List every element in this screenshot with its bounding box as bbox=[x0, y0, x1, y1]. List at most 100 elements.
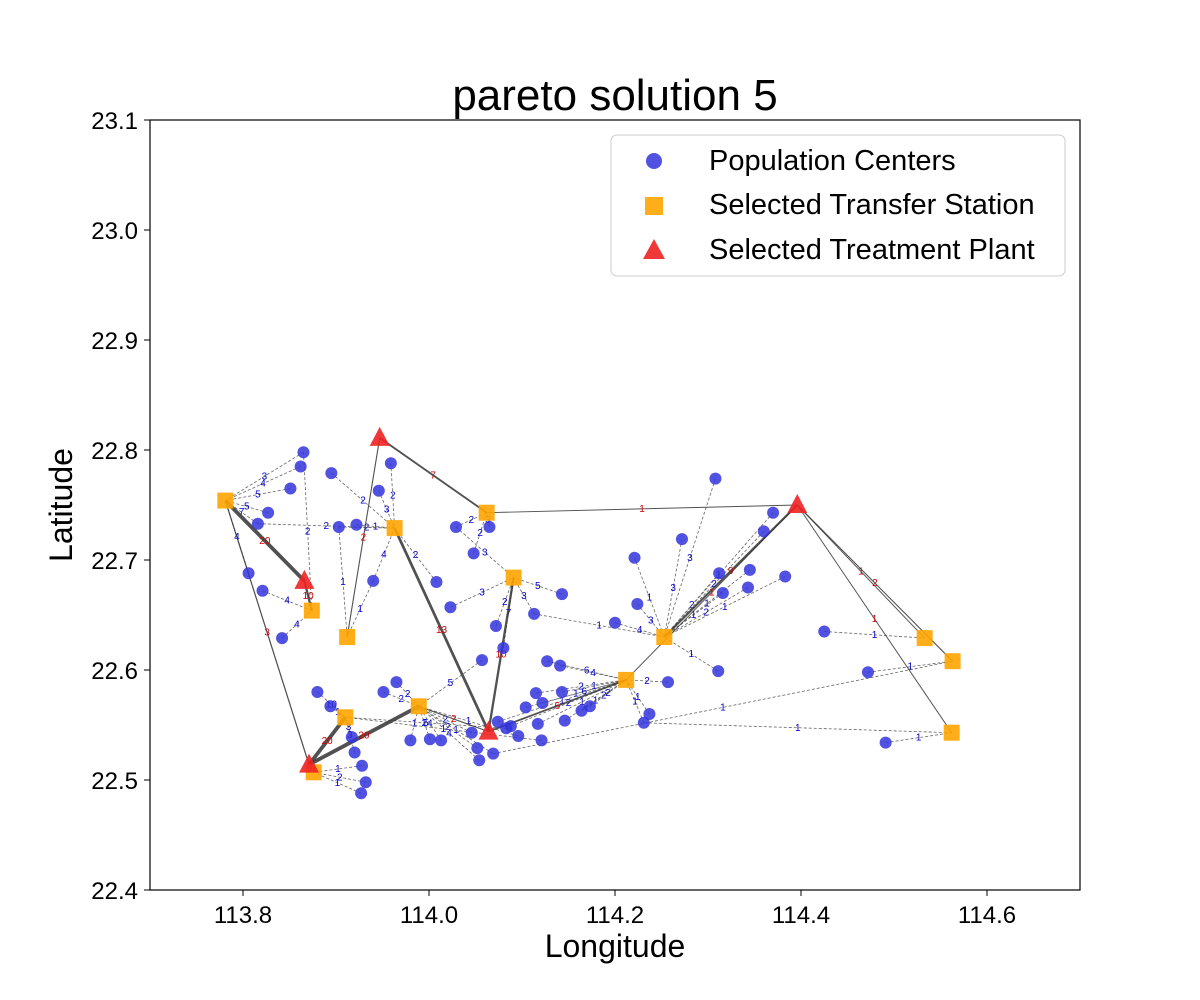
population-center-point bbox=[384, 457, 397, 470]
population-center-point bbox=[476, 654, 489, 667]
pc-link-flow-label: 1 bbox=[579, 697, 585, 708]
station-link-flow-label: 2 bbox=[361, 532, 367, 543]
population-center-point bbox=[483, 521, 496, 533]
pc-link-flow-label: 1 bbox=[907, 662, 913, 673]
population-center-point bbox=[529, 687, 542, 700]
population-center-point bbox=[541, 655, 554, 668]
pc-link-flow-label: 1 bbox=[466, 716, 472, 727]
pc-station-link bbox=[495, 577, 515, 627]
chart-title: pareto solution 5 bbox=[452, 71, 777, 120]
pc-station-link bbox=[390, 463, 395, 529]
station-link-flow-label: 7 bbox=[430, 470, 436, 481]
y-tick-label: 22.5 bbox=[91, 768, 138, 795]
pc-station-link bbox=[626, 679, 669, 683]
transfer-station-point bbox=[505, 569, 522, 586]
pc-link-flow-label: 1 bbox=[335, 764, 341, 775]
population-center-point bbox=[350, 518, 363, 531]
population-center-point bbox=[355, 787, 368, 800]
population-center-point bbox=[423, 733, 436, 746]
pc-link-flow-label: 1 bbox=[647, 592, 653, 603]
pc-link-flow-label: 1 bbox=[591, 681, 597, 692]
pc-link-flow-label: 5 bbox=[244, 502, 250, 513]
pc-link-flow-label: 5 bbox=[255, 490, 261, 501]
population-center-point bbox=[348, 746, 361, 759]
pc-station-link bbox=[534, 613, 665, 638]
pc-link-flow-label: 4 bbox=[427, 718, 433, 729]
transfer-station-point bbox=[337, 709, 354, 726]
pc-link-flow-label: 2 bbox=[711, 579, 717, 590]
pc-link-flow-label: 6 bbox=[582, 686, 588, 697]
population-center-point bbox=[297, 446, 310, 459]
station-link-flow-label: 6 bbox=[555, 701, 561, 712]
pc-link-flow-label: 1 bbox=[357, 604, 363, 615]
pc-link-flow-label: 2 bbox=[445, 722, 451, 733]
treatment-plant-point bbox=[369, 426, 390, 446]
legend-station-marker bbox=[645, 197, 663, 215]
pc-link-flow-label: 3 bbox=[384, 504, 390, 515]
pc-station-link bbox=[372, 527, 395, 582]
station-link-flow-label: 1 bbox=[709, 587, 715, 598]
pc-link-flow-label: 3 bbox=[346, 722, 352, 733]
population-center-point bbox=[356, 759, 369, 772]
population-center-point bbox=[284, 482, 297, 495]
population-center-point bbox=[345, 731, 358, 744]
y-tick-label: 22.8 bbox=[91, 438, 138, 465]
population-center-point bbox=[741, 581, 754, 594]
population-center-point bbox=[324, 700, 337, 713]
x-tick-label: 113.8 bbox=[214, 902, 272, 929]
station-plant-link bbox=[224, 500, 310, 765]
y-tick-label: 23.0 bbox=[91, 218, 138, 245]
station-plant-link bbox=[796, 504, 926, 639]
pc-station-link bbox=[867, 660, 953, 673]
population-center-point bbox=[555, 686, 568, 698]
population-center-point bbox=[643, 708, 656, 720]
pc-link-flow-label: 2 bbox=[337, 772, 343, 783]
pc-station-link bbox=[346, 580, 374, 638]
population-center-point bbox=[536, 697, 549, 709]
pc-link-flow-label: 2 bbox=[360, 496, 366, 507]
treatment-plant-point bbox=[299, 753, 320, 773]
transfer-station-point bbox=[410, 698, 427, 715]
y-tick-label: 22.4 bbox=[91, 878, 138, 905]
transfer-station-point bbox=[478, 504, 495, 521]
population-center-point bbox=[404, 734, 417, 747]
station-plant-link bbox=[379, 437, 488, 514]
x-tick-label: 114.2 bbox=[586, 902, 644, 929]
pc-link-flow-label: 1 bbox=[335, 778, 341, 789]
pc-station-link bbox=[313, 765, 363, 773]
pc-link-flow-label: 2 bbox=[605, 688, 611, 699]
pc-link-flow-label: 1 bbox=[720, 702, 726, 713]
station-link-flow-label: 10 bbox=[303, 591, 315, 602]
pc-station-link bbox=[561, 679, 627, 693]
station-link-flow-label: 1 bbox=[872, 614, 878, 625]
legend-station-label: Selected Transfer Station bbox=[709, 189, 1035, 221]
treatment-plant-point bbox=[294, 569, 315, 589]
pc-link-flow-label: 4 bbox=[381, 550, 387, 561]
pc-station-link bbox=[225, 500, 259, 525]
transfer-station-point bbox=[618, 671, 635, 688]
pc-link-flow-label: 1 bbox=[596, 620, 602, 631]
pc-link-flow-label: 1 bbox=[340, 577, 346, 588]
population-center-point bbox=[861, 666, 874, 679]
pc-station-link bbox=[345, 716, 542, 741]
axes-layer: 113.8 114.0 114.2 114.4 114.6 22.4 22.5 22.6 22.… bbox=[91, 108, 1016, 929]
pc-link-flow-label: 5 bbox=[535, 581, 541, 592]
station-plant-link bbox=[487, 577, 515, 732]
pc-station-link bbox=[450, 577, 514, 608]
station-link-flow-label: 1 bbox=[858, 567, 864, 578]
pc-station-link bbox=[664, 587, 749, 638]
pc-station-link bbox=[225, 488, 291, 501]
pc-link-flow-label: 3 bbox=[687, 553, 693, 564]
pc-link-flow-label: 1 bbox=[872, 630, 878, 641]
pc-link-flow-label: 1 bbox=[412, 718, 418, 729]
population-center-point bbox=[558, 714, 571, 727]
population-center-point bbox=[531, 717, 544, 730]
legend-plant-label: Selected Treatment Plant bbox=[709, 234, 1035, 266]
population-center-point bbox=[662, 676, 675, 689]
station-plant-link bbox=[308, 704, 420, 767]
pc-link-flow-label: 1 bbox=[573, 689, 579, 700]
population-center-point bbox=[767, 506, 780, 519]
population-center-point bbox=[372, 484, 385, 497]
population-center-point bbox=[377, 686, 390, 698]
